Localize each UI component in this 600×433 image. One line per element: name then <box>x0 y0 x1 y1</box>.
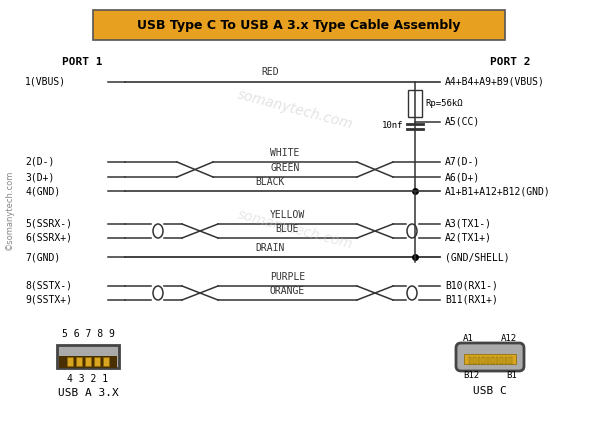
Text: 6(SSRX+): 6(SSRX+) <box>25 233 72 243</box>
FancyBboxPatch shape <box>469 357 471 364</box>
FancyBboxPatch shape <box>59 356 117 368</box>
Text: YELLOW: YELLOW <box>270 210 305 220</box>
Text: A3(TX1-): A3(TX1-) <box>445 219 492 229</box>
Text: somanytech.com: somanytech.com <box>236 88 355 132</box>
Text: A1: A1 <box>463 334 474 343</box>
FancyBboxPatch shape <box>464 354 516 364</box>
FancyBboxPatch shape <box>478 357 480 364</box>
FancyBboxPatch shape <box>473 357 476 364</box>
Text: WHITE: WHITE <box>271 148 299 158</box>
FancyBboxPatch shape <box>456 343 524 371</box>
FancyBboxPatch shape <box>103 357 109 366</box>
Text: BLUE: BLUE <box>276 224 299 234</box>
Text: 9(SSTX+): 9(SSTX+) <box>25 295 72 305</box>
FancyBboxPatch shape <box>505 357 507 364</box>
Text: USB Type C To USB A 3.x Type Cable Assembly: USB Type C To USB A 3.x Type Cable Assem… <box>137 19 461 32</box>
Text: PORT 2: PORT 2 <box>490 57 530 67</box>
FancyBboxPatch shape <box>496 357 498 364</box>
Text: A4+B4+A9+B9(VBUS): A4+B4+A9+B9(VBUS) <box>445 77 545 87</box>
Text: A1+B1+A12+B12(GND): A1+B1+A12+B12(GND) <box>445 186 551 196</box>
Text: 4(GND): 4(GND) <box>25 186 60 196</box>
Text: A7(D-): A7(D-) <box>445 157 480 167</box>
FancyBboxPatch shape <box>67 357 73 366</box>
FancyBboxPatch shape <box>85 357 91 366</box>
Text: DRAIN: DRAIN <box>256 243 284 253</box>
Text: B10(RX1-): B10(RX1-) <box>445 281 498 291</box>
FancyBboxPatch shape <box>509 357 511 364</box>
Text: 1(VBUS): 1(VBUS) <box>25 77 66 87</box>
Text: USB A 3.X: USB A 3.X <box>58 388 118 398</box>
Text: B11(RX1+): B11(RX1+) <box>445 295 498 305</box>
Text: 8(SSTX-): 8(SSTX-) <box>25 281 72 291</box>
Text: 7(GND): 7(GND) <box>25 252 60 262</box>
Text: A12: A12 <box>501 334 517 343</box>
Text: (GND/SHELL): (GND/SHELL) <box>445 252 509 262</box>
FancyBboxPatch shape <box>76 357 82 366</box>
Text: GREEN: GREEN <box>271 163 299 173</box>
Text: B12: B12 <box>463 371 479 380</box>
Text: 2(D-): 2(D-) <box>25 157 55 167</box>
Text: somanytech.com: somanytech.com <box>236 208 355 252</box>
Text: PURPLE: PURPLE <box>270 272 305 282</box>
Text: A5(CC): A5(CC) <box>445 117 480 127</box>
Text: 3(D+): 3(D+) <box>25 172 55 182</box>
Text: A2(TX1+): A2(TX1+) <box>445 233 492 243</box>
FancyBboxPatch shape <box>408 90 422 117</box>
Text: A6(D+): A6(D+) <box>445 172 480 182</box>
FancyBboxPatch shape <box>482 357 485 364</box>
Text: RED: RED <box>261 67 279 77</box>
FancyBboxPatch shape <box>500 357 503 364</box>
Text: ©somanytech.com: ©somanytech.com <box>4 170 14 250</box>
Text: ORANGE: ORANGE <box>270 286 305 296</box>
Text: Rp=56kΩ: Rp=56kΩ <box>425 99 463 108</box>
FancyBboxPatch shape <box>491 357 493 364</box>
Text: 5(SSRX-): 5(SSRX-) <box>25 219 72 229</box>
FancyBboxPatch shape <box>487 357 489 364</box>
FancyBboxPatch shape <box>57 345 119 368</box>
Text: PORT 1: PORT 1 <box>62 57 102 67</box>
FancyBboxPatch shape <box>94 357 100 366</box>
Text: B1: B1 <box>506 371 517 380</box>
Text: BLACK: BLACK <box>256 177 284 187</box>
Text: 4 3 2 1: 4 3 2 1 <box>67 374 109 384</box>
Text: 10nf: 10nf <box>382 122 403 130</box>
Text: 5 6 7 8 9: 5 6 7 8 9 <box>62 329 115 339</box>
Text: USB C: USB C <box>473 386 507 396</box>
FancyBboxPatch shape <box>93 10 505 40</box>
